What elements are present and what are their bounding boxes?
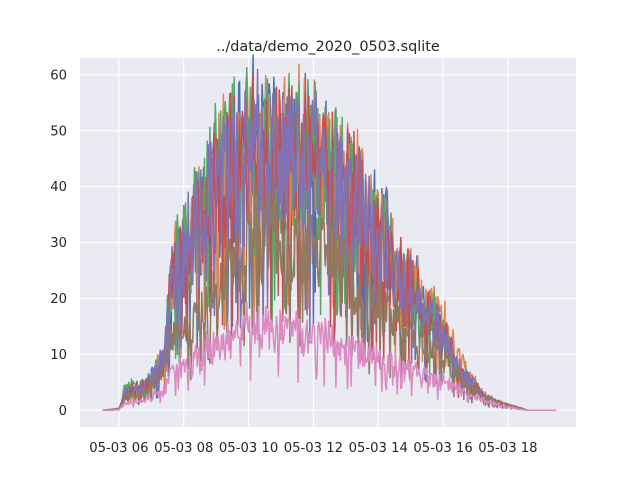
series-group <box>102 54 557 411</box>
x-tick-labels: 05-03 06 05-03 08 05-03 10 05-03 12 05-03 14… <box>89 441 537 456</box>
y-tick-label: 0 <box>59 404 67 419</box>
x-tick-label: 05-03 12 <box>284 441 343 456</box>
y-tick-label: 50 <box>50 124 67 139</box>
x-tick-label: 05-03 16 <box>413 441 472 456</box>
y-tick-label: 60 <box>50 68 67 83</box>
series-line-6 <box>102 179 557 411</box>
y-tick-label: 10 <box>50 348 67 363</box>
x-tick-label: 05-03 10 <box>219 441 278 456</box>
y-tick-label: 30 <box>50 236 67 251</box>
x-tick-label: 05-03 08 <box>154 441 213 456</box>
y-tick-labels: 0 10 20 30 40 50 60 <box>50 68 67 418</box>
y-tick-label: 40 <box>50 180 67 195</box>
y-tick-label: 20 <box>50 292 67 307</box>
x-tick-label: 05-03 06 <box>89 441 148 456</box>
chart-title: ../data/demo_2020_0503.sqlite <box>216 39 440 55</box>
x-tick-label: 05-03 18 <box>478 441 537 456</box>
series-line-7 <box>102 301 557 411</box>
x-tick-label: 05-03 14 <box>349 441 408 456</box>
